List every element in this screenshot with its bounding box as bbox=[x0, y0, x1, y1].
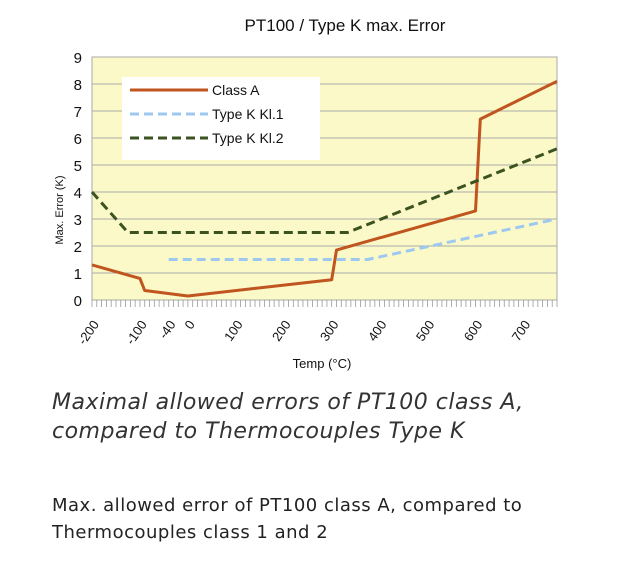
y-tick-label: 3 bbox=[74, 212, 82, 229]
legend-label: Class A bbox=[212, 82, 260, 98]
y-tick-label: 2 bbox=[74, 239, 82, 256]
legend-label: Type K Kl.1 bbox=[212, 106, 284, 122]
x-tick-label: 300 bbox=[317, 317, 342, 343]
series-line-1 bbox=[168, 217, 558, 261]
x-tick-label: 400 bbox=[365, 317, 390, 343]
y-tick-label: 8 bbox=[74, 77, 82, 94]
x-tick-label: 200 bbox=[269, 317, 294, 343]
y-tick-label: 1 bbox=[74, 266, 82, 283]
caption-plain: Max. allowed error of PT100 class A, com… bbox=[52, 495, 523, 543]
x-tick-label: 700 bbox=[509, 317, 534, 343]
x-tick-label: -40 bbox=[156, 317, 179, 341]
legend-label: Type K Kl.2 bbox=[212, 130, 284, 146]
x-tick-label: 100 bbox=[221, 317, 246, 343]
caption-italic: Maximal allowed errors of PT100 class A,… bbox=[52, 390, 524, 444]
x-tick-label: 600 bbox=[461, 317, 486, 343]
y-tick-label: 5 bbox=[74, 158, 82, 175]
y-tick-label: 0 bbox=[74, 293, 82, 310]
x-axis-label: Temp (°C) bbox=[293, 356, 352, 371]
chart-title: PT100 / Type K max. Error bbox=[245, 16, 446, 35]
y-tick-label: 9 bbox=[74, 50, 82, 67]
series-line-0 bbox=[91, 79, 558, 298]
series-line-2 bbox=[90, 147, 558, 234]
x-tick-label: -100 bbox=[123, 317, 150, 347]
y-tick-label: 4 bbox=[74, 185, 82, 202]
x-tick-label: -200 bbox=[75, 317, 102, 347]
y-tick-label: 7 bbox=[74, 104, 82, 121]
x-tick-label: 500 bbox=[413, 317, 438, 343]
chart: PT100 / Type K max. Error 0 1 2 3 4 5 6 7 8 9 -200… bbox=[54, 16, 558, 371]
y-tick-label: 6 bbox=[74, 131, 82, 148]
legend: Class A Type K Kl.1 Type K Kl.2 bbox=[122, 77, 320, 160]
y-axis-label: Max. Error (K) bbox=[54, 175, 66, 244]
x-tick-label: 0 bbox=[181, 317, 197, 332]
